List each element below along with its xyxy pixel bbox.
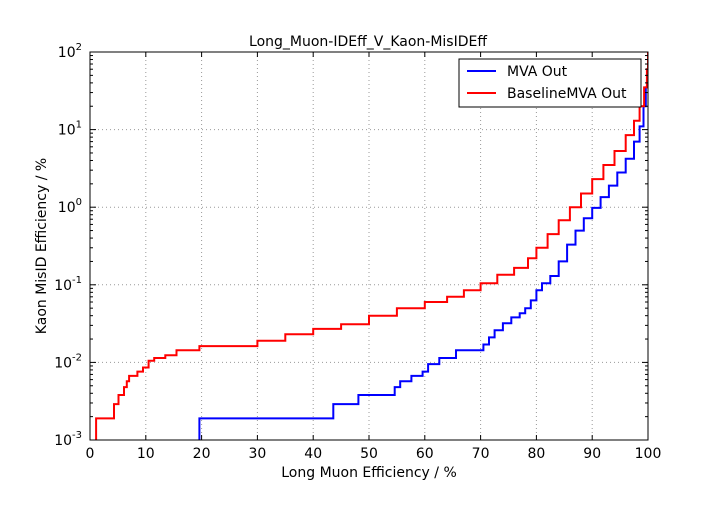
x-tick-label: 80 [527,446,545,462]
y-tick-label: 101 [58,120,82,139]
chart-title: Long_Muon-IDEff_V_Kaon-MisIDEff [249,34,487,50]
x-tick-label: 70 [472,446,490,462]
axis-ticks: 0 10 20 30 40 50 60 70 80 90 100 10-3 10-2 10-1 100 101… [54,42,661,462]
x-tick-label: 60 [416,446,434,462]
x-tick-label: 20 [193,446,211,462]
y-tick-label: 102 [58,42,82,61]
x-tick-label: 50 [360,446,378,462]
x-tick-label: 0 [86,446,95,462]
x-tick-label: 10 [137,446,155,462]
x-tick-label: 40 [304,446,322,462]
series-line-mva-out [198,64,648,440]
y-tick-label: 10-2 [54,352,82,371]
x-tick-label: 30 [248,446,266,462]
y-tick-label: 10-3 [54,430,82,449]
legend-label-mva-out: MVA Out [507,64,568,80]
y-tick-label: 10-1 [54,275,82,294]
y-axis-label: Kaon MisID Efficiency / % [34,158,50,334]
series-line-baselinemva-out [95,52,648,440]
x-axis-label: Long Muon Efficiency / % [281,465,457,481]
legend-label-baselinemva-out: BaselineMVA Out [507,86,627,102]
series-lines [95,52,648,440]
x-tick-label: 90 [583,446,601,462]
legend-box [458,58,642,108]
x-tick-label: 100 [635,446,662,462]
y-tick-label: 100 [58,197,82,216]
legend: MVA Out BaselineMVA Out [458,58,642,108]
